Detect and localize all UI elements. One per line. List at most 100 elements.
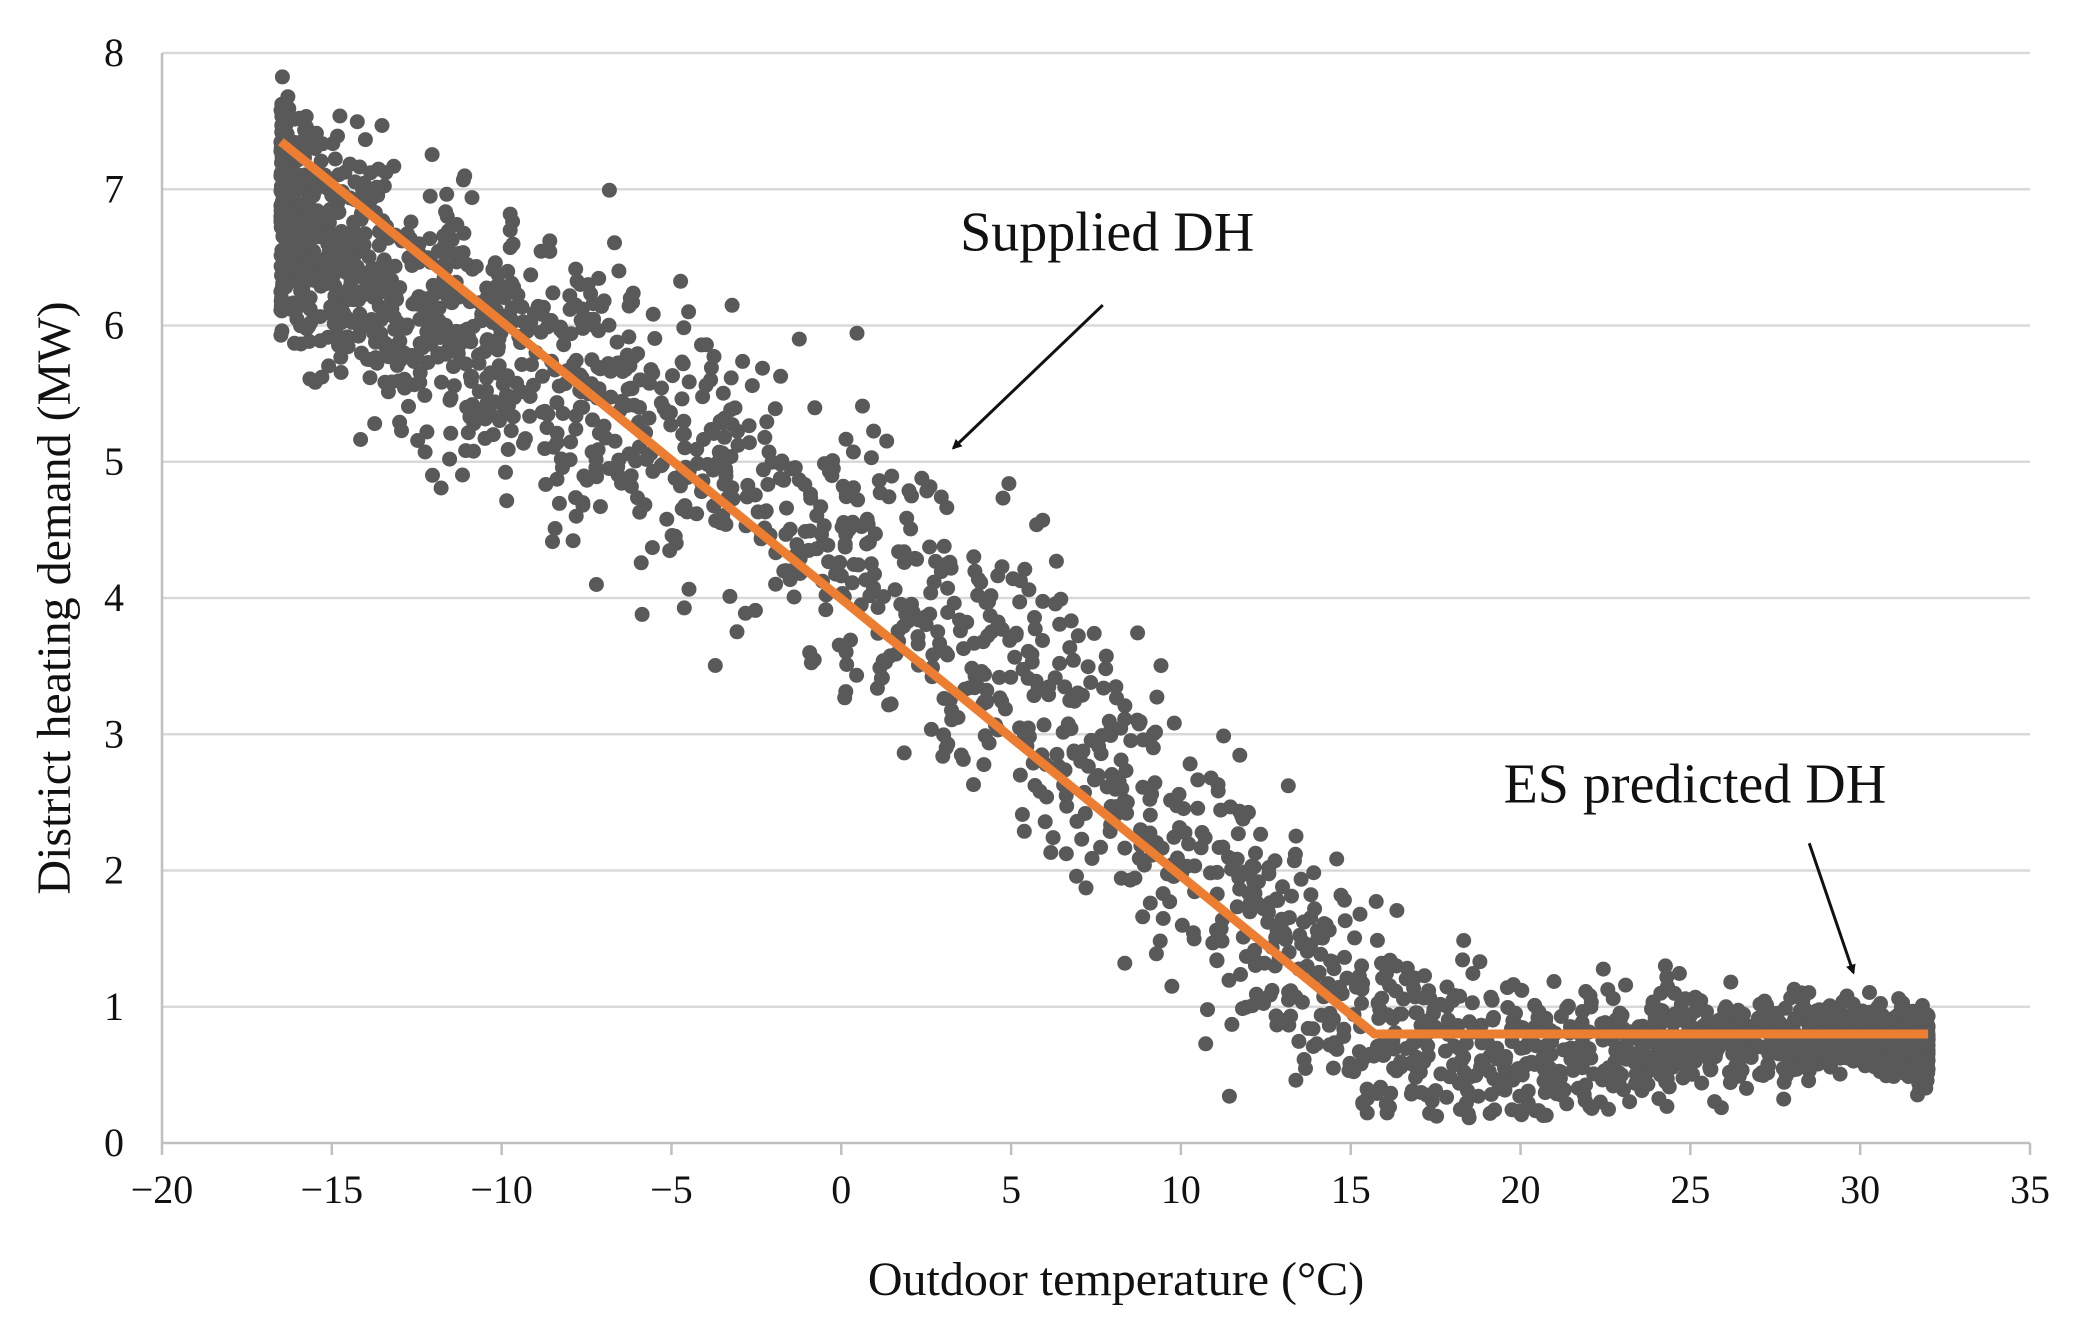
supplied-dh-point [831, 555, 847, 571]
supplied-dh-point [505, 236, 521, 252]
supplied-dh-point [585, 412, 600, 428]
supplied-dh-point [838, 644, 854, 660]
supplied-dh-point [434, 346, 449, 362]
supplied-dh-point [464, 369, 480, 384]
supplied-dh-point [1374, 990, 1390, 1006]
supplied-dh-point [1777, 1000, 1793, 1016]
supplied-dh-point [1689, 996, 1705, 1012]
tick-labels: −20 −15 −10 −5 0 5 10 15 20 25 30 35 0 1 2 3 4 5 6 7 8 [104, 30, 2050, 1212]
supplied-dh-point [1142, 895, 1158, 911]
supplied-dh-point [1464, 995, 1480, 1011]
supplied-dh-point [1382, 978, 1398, 994]
supplied-dh-point [1174, 917, 1190, 933]
supplied-dh-point [976, 694, 992, 710]
supplied-dh-point [1130, 625, 1146, 641]
supplied-dh-point [1520, 1036, 1536, 1051]
supplied-dh-point [1445, 993, 1461, 1009]
supplied-dh-point [1776, 1091, 1792, 1107]
supplied-dh-point [673, 273, 689, 289]
supplied-dh-point [675, 356, 691, 372]
supplied-dh-point [326, 316, 342, 332]
supplied-dh-point [1634, 1083, 1650, 1099]
x-tick-label: −5 [650, 1167, 693, 1212]
supplied-dh-point [465, 318, 481, 334]
supplied-dh-point [1293, 871, 1309, 887]
x-tick-label: 35 [2010, 1167, 2050, 1212]
supplied-dh-point [1546, 974, 1562, 989]
supplied-dh-point [1057, 679, 1073, 695]
supplied-dh-point [1007, 649, 1023, 665]
y-tick-label: 7 [104, 166, 124, 211]
supplied-dh-point [1035, 633, 1050, 648]
supplied-dh-point [457, 168, 473, 184]
supplied-dh-point [1224, 1016, 1240, 1032]
supplied-dh-point [664, 528, 680, 543]
supplied-dh-point [601, 461, 617, 476]
supplied-dh-point [479, 333, 495, 349]
supplied-dh-point [445, 359, 461, 375]
supplied-dh-point [1368, 894, 1384, 909]
supplied-dh-point [1867, 1059, 1882, 1075]
supplied-dh-point [555, 406, 571, 421]
supplied-dh-point [1122, 872, 1138, 888]
y-tick-label: 1 [104, 984, 124, 1029]
supplied-dh-point [896, 745, 912, 761]
supplied-dh-point [1098, 661, 1114, 677]
supplied-dh-point [1190, 772, 1206, 788]
supplied-dh-point [672, 478, 688, 494]
supplied-dh-point [438, 204, 454, 220]
supplied-dh-point [955, 751, 971, 767]
supplied-dh-point [1194, 825, 1210, 840]
x-tick-label: 30 [1840, 1167, 1880, 1212]
supplied-dh-point [274, 69, 290, 85]
supplied-dh-point [284, 187, 300, 203]
supplied-dh-point [1008, 627, 1024, 643]
supplied-dh-point [601, 317, 617, 333]
supplied-dh-point [1098, 648, 1114, 664]
supplied-dh-point [424, 147, 440, 163]
supplied-dh-point [401, 398, 416, 414]
supplied-dh-point [850, 557, 866, 573]
supplied-dh-point [1027, 621, 1043, 637]
supplied-dh-point [665, 368, 680, 384]
supplied-dh-point [1166, 715, 1182, 731]
supplied-dh-point [1421, 983, 1437, 999]
supplied-dh-point [1635, 1053, 1650, 1068]
supplied-dh-point [588, 577, 604, 592]
supplied-dh-point [332, 108, 348, 124]
supplied-dh-point [791, 331, 807, 347]
supplied-dh-point [326, 267, 342, 283]
supplied-dh-point [1059, 798, 1075, 814]
supplied-dh-point [1760, 1056, 1776, 1072]
supplied-dh-point [349, 285, 365, 301]
supplied-dh-point [836, 515, 852, 530]
supplied-dh-point [1504, 1102, 1520, 1118]
supplied-dh-point [499, 368, 515, 384]
supplied-dh-point [1895, 995, 1911, 1011]
supplied-dh-point [1820, 1052, 1836, 1068]
supplied-dh-point [837, 690, 853, 706]
supplied-dh-point [845, 444, 861, 460]
supplied-dh-point [514, 357, 530, 372]
supplied-dh-point [772, 470, 788, 486]
supplied-dh-point [1739, 1080, 1754, 1096]
supplied-dh-point [394, 423, 409, 439]
supplied-dh-point [297, 122, 313, 138]
x-tick-label: −10 [470, 1167, 533, 1212]
supplied-dh-point [490, 339, 506, 355]
supplied-dh-point [611, 263, 627, 279]
supplied-dh-point [1047, 596, 1063, 612]
supplied-dh-point [1063, 721, 1079, 737]
supplied-dh-point [566, 356, 582, 372]
supplied-dh-point [1458, 1095, 1474, 1111]
supplied-dh-point [273, 165, 289, 181]
supplied-dh-point [1052, 616, 1068, 632]
supplied-dh-point [1396, 991, 1411, 1007]
supplied-dh-point [1074, 831, 1090, 847]
supplied-dh-point [1378, 1096, 1394, 1112]
supplied-dh-point [706, 349, 722, 364]
supplied-dh-point [1337, 913, 1353, 929]
supplied-dh-point [863, 556, 879, 572]
supplied-dh-point [443, 390, 459, 406]
supplied-dh-point [1666, 1042, 1682, 1058]
